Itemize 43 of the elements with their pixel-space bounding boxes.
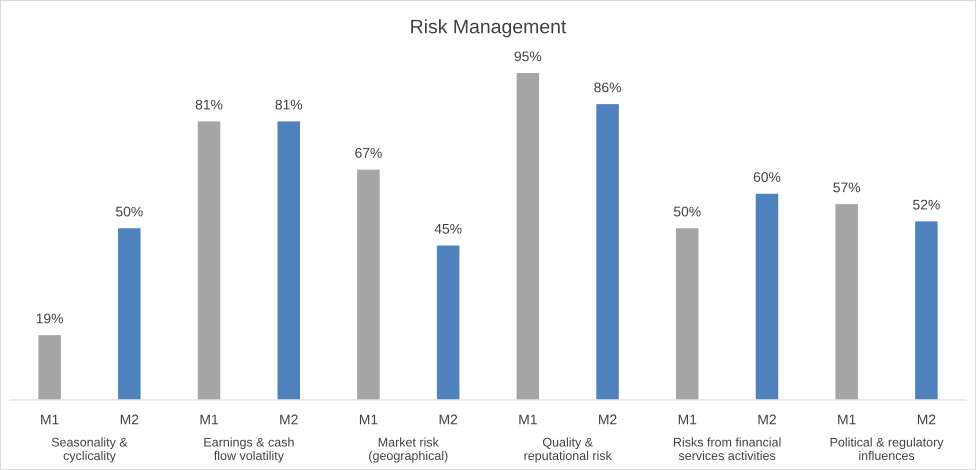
data-label: 57% bbox=[833, 182, 860, 192]
x-tick-label: Quality & reputational risk bbox=[524, 437, 612, 463]
bar bbox=[674, 226, 700, 400]
x-tick-label: Seasonality & cyclicality bbox=[52, 437, 128, 463]
bar bbox=[276, 120, 302, 400]
bar bbox=[834, 202, 860, 400]
bar bbox=[435, 244, 461, 400]
data-label: 19% bbox=[36, 314, 64, 324]
bar bbox=[116, 226, 142, 400]
text: M2 bbox=[918, 414, 936, 424]
data-label: 95% bbox=[514, 51, 542, 62]
data-label: 60% bbox=[754, 172, 780, 182]
text: M2 bbox=[280, 414, 298, 424]
bar bbox=[594, 102, 620, 400]
data-label: 81% bbox=[275, 100, 302, 110]
data-label: 45% bbox=[434, 224, 462, 234]
bar bbox=[356, 168, 382, 400]
data-label: 81% bbox=[196, 100, 222, 110]
bar bbox=[914, 220, 940, 400]
text: M1 bbox=[838, 414, 856, 424]
bar bbox=[36, 334, 62, 400]
x-tick-label: Market risk (geographical) bbox=[369, 437, 448, 463]
text: M2 bbox=[440, 414, 458, 424]
text: M1 bbox=[200, 414, 218, 424]
data-label: 86% bbox=[594, 82, 621, 92]
bar bbox=[196, 120, 222, 400]
series-label: M2 bbox=[120, 414, 138, 424]
text: M2 bbox=[758, 414, 776, 424]
text: M1 bbox=[360, 414, 378, 424]
bar bbox=[515, 72, 541, 400]
text: M1 bbox=[519, 414, 537, 424]
data-label: 50% bbox=[116, 206, 143, 216]
x-tick-label: Earnings & cash flow volatility bbox=[204, 437, 294, 463]
data-label: 50% bbox=[674, 206, 701, 216]
x-tick-label: Political & regulatory influences bbox=[830, 437, 944, 460]
text: M2 bbox=[599, 414, 617, 424]
bar bbox=[754, 192, 780, 400]
x-tick-label: Risks from financial services activities bbox=[674, 437, 780, 460]
chart-title: Risk Management bbox=[411, 19, 566, 38]
series-label: M1 bbox=[41, 414, 59, 424]
text: M1 bbox=[678, 414, 696, 424]
data-label: 52% bbox=[913, 200, 940, 210]
data-label: 67% bbox=[355, 148, 382, 158]
